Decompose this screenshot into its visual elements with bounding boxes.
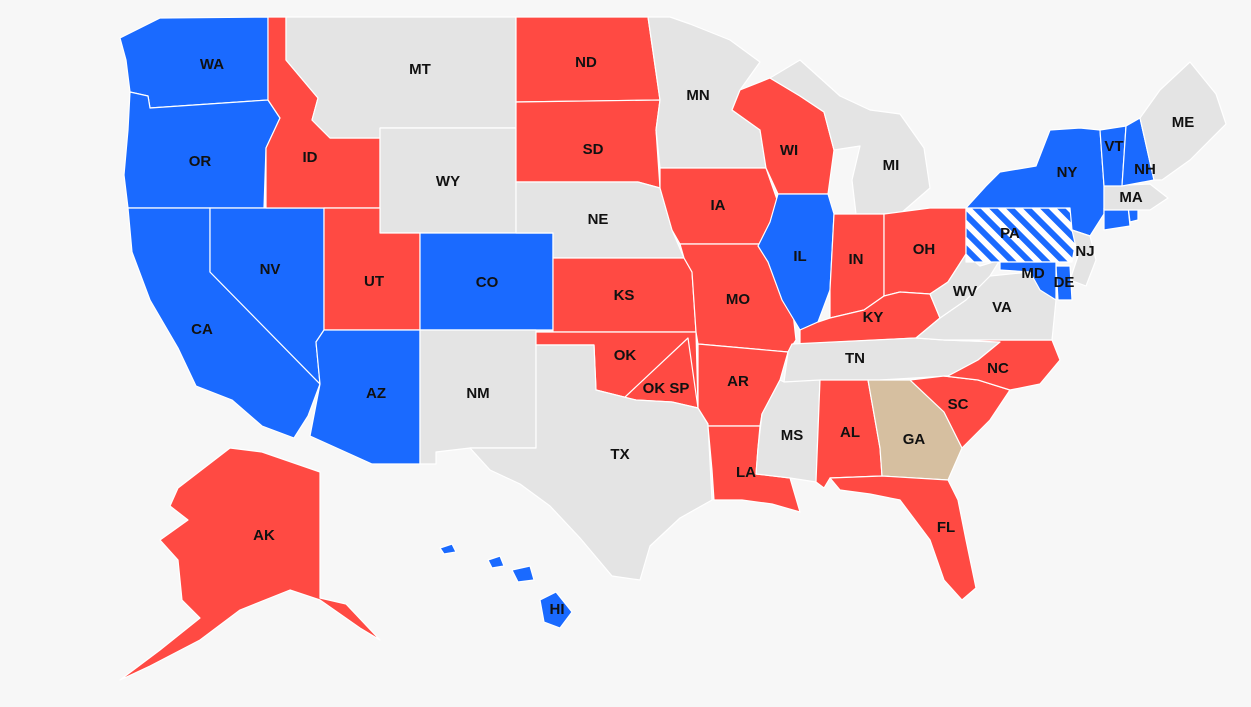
state-ma[interactable] [1103, 183, 1169, 211]
state-sd[interactable] [515, 99, 661, 189]
state-md[interactable] [999, 261, 1057, 301]
state-de[interactable] [1055, 265, 1073, 301]
state-fl[interactable] [829, 475, 977, 601]
state-co[interactable] [419, 232, 554, 331]
state-or[interactable] [123, 91, 281, 209]
state-me[interactable] [1139, 61, 1227, 181]
state-nm[interactable] [419, 329, 537, 465]
state-ia[interactable] [659, 167, 781, 245]
state-nc[interactable] [943, 339, 1061, 391]
state-ks[interactable] [552, 257, 697, 333]
state-ak[interactable] [119, 447, 381, 681]
state-mt[interactable] [285, 16, 517, 139]
state-hi[interactable] [539, 591, 573, 629]
state-tx[interactable] [469, 344, 713, 581]
state-pa[interactable] [965, 207, 1079, 263]
state-nj[interactable] [1069, 229, 1097, 287]
state-nd[interactable] [515, 16, 661, 103]
state-wy[interactable] [379, 127, 517, 234]
state-hi-islands[interactable] [439, 543, 535, 583]
state-az[interactable] [309, 329, 421, 465]
